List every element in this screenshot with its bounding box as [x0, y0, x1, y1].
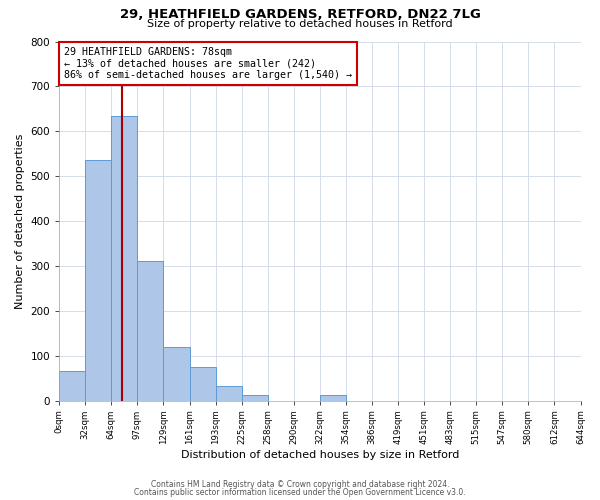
- Bar: [59, 372, 85, 400]
- Bar: [190, 367, 215, 400]
- Bar: [137, 262, 163, 400]
- X-axis label: Distribution of detached houses by size in Retford: Distribution of detached houses by size …: [181, 450, 459, 460]
- Bar: [85, 160, 112, 400]
- Text: Size of property relative to detached houses in Retford: Size of property relative to detached ho…: [147, 19, 453, 29]
- Bar: [215, 386, 242, 400]
- Bar: [242, 395, 268, 400]
- Bar: [112, 116, 137, 401]
- Text: Contains public sector information licensed under the Open Government Licence v3: Contains public sector information licen…: [134, 488, 466, 497]
- Y-axis label: Number of detached properties: Number of detached properties: [15, 134, 25, 308]
- Text: Contains HM Land Registry data © Crown copyright and database right 2024.: Contains HM Land Registry data © Crown c…: [151, 480, 449, 489]
- Bar: [163, 346, 190, 401]
- Text: 29 HEATHFIELD GARDENS: 78sqm
← 13% of detached houses are smaller (242)
86% of s: 29 HEATHFIELD GARDENS: 78sqm ← 13% of de…: [64, 47, 352, 80]
- Bar: [320, 395, 346, 400]
- Text: 29, HEATHFIELD GARDENS, RETFORD, DN22 7LG: 29, HEATHFIELD GARDENS, RETFORD, DN22 7L…: [119, 8, 481, 20]
